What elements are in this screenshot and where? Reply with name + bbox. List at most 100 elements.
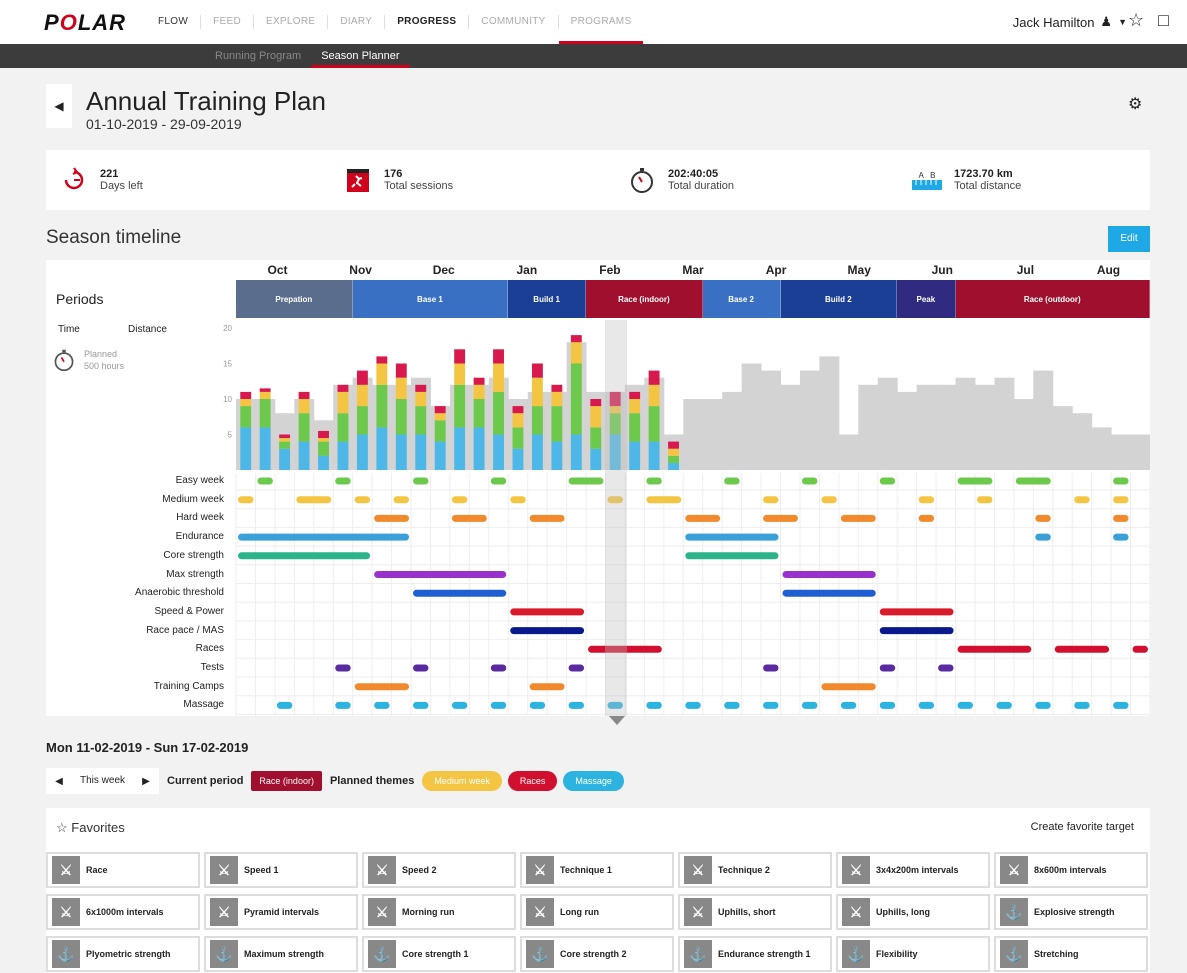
planned-bar — [1052, 406, 1073, 470]
period-block[interactable]: Peak — [897, 280, 956, 318]
theme-label: Races — [195, 643, 224, 655]
y-tick-label: 10 — [223, 395, 232, 404]
actual-bar-segment — [648, 384, 660, 407]
theme-segment — [763, 514, 798, 522]
favorite-target[interactable]: ⚓ Plyometric strength — [46, 936, 200, 972]
actual-bar-segment — [609, 434, 621, 470]
tab-time[interactable]: Time — [58, 324, 80, 335]
favorite-target[interactable]: ⚓ Endurance strength 1 — [678, 936, 832, 972]
favorite-target[interactable]: ⚔ 3x4x200m intervals — [836, 852, 990, 888]
theme-segment — [354, 683, 410, 691]
actual-bar-segment — [298, 391, 310, 399]
strength-icon: ⚓ — [368, 940, 396, 968]
current-week-highlight[interactable] — [605, 320, 627, 716]
theme-segment — [1113, 496, 1129, 504]
period-block[interactable]: Build 1 — [508, 280, 587, 318]
planned-bar — [994, 377, 1015, 470]
theme-segment — [413, 589, 507, 597]
stopwatch-icon — [54, 349, 74, 372]
planned-bar — [1111, 434, 1132, 470]
planned-bar — [1130, 434, 1150, 470]
favorite-target[interactable]: ⚔ Speed 1 — [204, 852, 358, 888]
period-block[interactable]: Build 2 — [780, 280, 898, 318]
favorite-target[interactable]: ⚔ Speed 2 — [362, 852, 516, 888]
favorite-target[interactable]: ⚔ 6x1000m intervals — [46, 894, 200, 930]
nav-diary[interactable]: DIARY — [328, 15, 386, 29]
next-week-button[interactable]: ▶ — [133, 768, 160, 794]
favorite-target[interactable]: ⚔ Uphills, short — [678, 894, 832, 930]
favorite-target[interactable]: ⚔ Race — [46, 852, 200, 888]
favorite-target[interactable]: ⚔ Technique 2 — [678, 852, 832, 888]
favorite-target[interactable]: ⚔ 8x600m intervals — [994, 852, 1148, 888]
period-block[interactable]: Race (outdoor) — [955, 280, 1150, 318]
favorite-target[interactable]: ⚔ Long run — [520, 894, 674, 930]
favorite-label: Explosive strength — [1034, 907, 1115, 917]
nav-community[interactable]: COMMUNITY — [469, 15, 559, 29]
stat-total-sessions: 176 Total sessions — [342, 160, 453, 200]
message-icon[interactable]: □ — [1158, 10, 1169, 30]
tab-season-planner[interactable]: Season Planner — [311, 44, 410, 68]
nav-explore[interactable]: EXPLORE — [254, 15, 329, 29]
nav-progress[interactable]: PROGRESS — [385, 15, 470, 29]
edit-button[interactable]: Edit — [1108, 226, 1150, 252]
planned-bar — [761, 370, 782, 470]
tab-distance[interactable]: Distance — [128, 324, 167, 335]
strength-icon: ⚓ — [1000, 940, 1028, 968]
theme-label: Core strength — [163, 549, 224, 561]
favorite-target[interactable]: ⚓ Maximum strength — [204, 936, 358, 972]
favorite-target[interactable]: ⚓ Flexibility — [836, 936, 990, 972]
theme-segment — [879, 627, 954, 635]
back-button[interactable]: ◀ — [46, 84, 72, 128]
tab-running-program[interactable]: Running Program — [215, 50, 302, 62]
prev-week-button[interactable]: ◀ — [46, 768, 72, 794]
planned-bar — [955, 377, 976, 470]
theme-segment — [879, 701, 896, 709]
main-nav: FLOW FEED EXPLORE DIARY PROGRESS COMMUNI… — [150, 0, 644, 44]
favorite-label: Technique 1 — [560, 865, 612, 875]
theme-segment — [685, 514, 721, 522]
actual-bar-segment — [318, 430, 329, 439]
favorite-target[interactable]: ⚔ Uphills, long — [836, 894, 990, 930]
theme-segment — [413, 477, 429, 485]
theme-segment — [1113, 533, 1129, 541]
y-tick-label: 15 — [223, 360, 232, 369]
planned-bar — [819, 356, 840, 470]
favorite-target[interactable]: ⚓ Stretching — [994, 936, 1148, 972]
month-label: Jul — [1016, 263, 1035, 277]
theme-segment — [1074, 701, 1090, 709]
favorite-target[interactable]: ⚔ Morning run — [362, 894, 516, 930]
month-header: Oct Nov Dec Jan Feb Mar Apr May Jun Jul Aug — [236, 260, 1150, 280]
actual-bar-segment — [512, 427, 524, 449]
user-menu[interactable]: Jack Hamilton ♟ ▼ — [1013, 14, 1127, 30]
stat-value: 1723.70 km — [954, 168, 1013, 180]
favorite-target[interactable]: ⚓ Explosive strength — [994, 894, 1148, 930]
theme-segment — [490, 664, 507, 672]
theme-label: Endurance — [175, 531, 224, 543]
theme-pill: Races — [507, 771, 558, 791]
polar-logo[interactable]: POLAR — [44, 10, 127, 35]
period-block[interactable]: Base 2 — [702, 280, 781, 318]
gear-icon[interactable]: ⚙ — [1128, 96, 1143, 113]
favorite-label: Maximum strength — [244, 949, 325, 959]
create-favorite-target-link[interactable]: Create favorite target — [1030, 821, 1134, 833]
nav-feed[interactable]: FEED — [201, 15, 254, 29]
star-icon[interactable]: ☆ — [1127, 10, 1145, 30]
this-week-button[interactable]: This week — [72, 768, 134, 794]
period-block[interactable]: Prepation — [236, 280, 353, 318]
theme-segment — [685, 701, 701, 709]
favorite-label: Uphills, long — [876, 907, 930, 917]
favorite-target[interactable]: ⚓ Core strength 1 — [362, 936, 516, 972]
favorite-target[interactable]: ⚓ Core strength 2 — [520, 936, 674, 972]
period-block[interactable]: Race (indoor) — [586, 280, 703, 318]
stat-value: 176 — [384, 168, 403, 180]
favorite-target[interactable]: ⚔ Pyramid intervals — [204, 894, 358, 930]
theme-segment — [451, 496, 468, 504]
favorite-target[interactable]: ⚔ Technique 1 — [520, 852, 674, 888]
actual-bar-segment — [648, 406, 660, 442]
nav-programs[interactable]: PROGRAMS — [558, 15, 644, 44]
period-block[interactable]: Base 1 — [352, 280, 509, 318]
current-week-marker-icon[interactable] — [609, 716, 625, 725]
nav-flow[interactable]: FLOW — [150, 15, 202, 29]
theme-segment — [801, 701, 818, 709]
actual-bar-segment — [318, 455, 329, 470]
